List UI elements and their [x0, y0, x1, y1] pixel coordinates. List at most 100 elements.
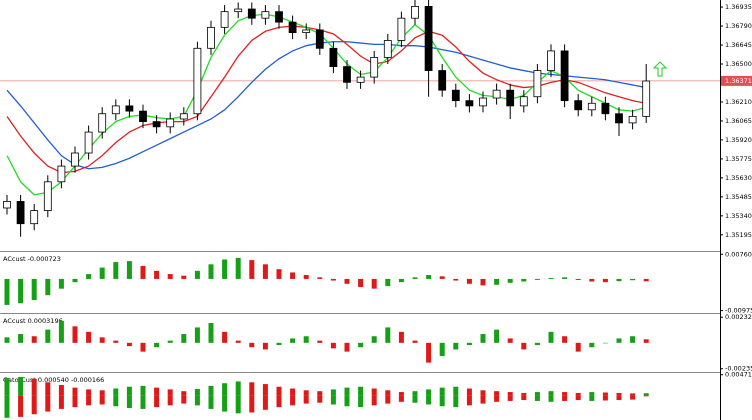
histogram-bar: [31, 395, 37, 415]
histogram-bar: [358, 386, 364, 396]
histogram-bar: [358, 395, 364, 408]
histogram-bar: [317, 277, 323, 279]
histogram-bar: [317, 340, 323, 343]
histogram-bar: [344, 342, 350, 352]
candle-body: [234, 8, 243, 13]
histogram-bar: [303, 336, 309, 343]
histogram-bar: [140, 385, 146, 396]
histogram-bar: [494, 395, 500, 402]
y-tick-label: -0.0023530: [725, 365, 752, 373]
candle-body: [207, 26, 215, 49]
candle-body: [451, 89, 460, 102]
histogram-bar: [208, 323, 214, 343]
histogram-bar: [58, 395, 64, 409]
histogram-bar: [72, 326, 78, 343]
histogram-bar: [303, 390, 309, 396]
histogram-bar: [126, 395, 132, 409]
histogram-bar: [548, 391, 554, 396]
histogram-bar: [222, 395, 228, 412]
histogram-bar: [521, 392, 527, 396]
histogram-bar: [575, 395, 581, 401]
histogram-bar: [154, 270, 160, 279]
y-tick-label: 1.35485: [725, 193, 752, 201]
candle-body: [193, 47, 202, 115]
histogram-bar: [45, 329, 51, 343]
histogram-bar: [643, 395, 649, 397]
histogram-bar: [181, 275, 187, 279]
histogram-bar: [18, 395, 24, 417]
histogram-bar: [589, 392, 595, 396]
histogram-bar: [113, 395, 119, 407]
histogram-bar: [494, 278, 500, 285]
candle-body: [560, 50, 569, 102]
histogram-bar: [412, 277, 418, 279]
histogram-bar: [616, 395, 622, 401]
histogram-bar: [426, 275, 432, 279]
candle-body: [98, 113, 107, 133]
histogram-bar: [194, 395, 200, 406]
histogram-bar: [249, 395, 255, 413]
candle-body: [288, 21, 297, 33]
histogram-bar: [31, 278, 37, 301]
indicator-label: ACcust -0.000723: [3, 255, 61, 263]
candle-body: [43, 181, 52, 212]
histogram-bar: [208, 264, 214, 279]
y-tick-label: 0.0023282: [725, 313, 752, 321]
histogram-bar: [317, 395, 323, 403]
y-tick-label: 1.35920: [725, 136, 752, 144]
histogram-bar: [412, 395, 418, 403]
histogram-bar: [439, 276, 445, 279]
histogram-bar: [4, 337, 10, 343]
histogram-bar: [262, 264, 268, 279]
histogram-bar: [181, 391, 187, 396]
histogram-bar: [344, 395, 350, 407]
current-price-label: 1.36371: [725, 77, 752, 85]
histogram-bar: [480, 395, 486, 404]
histogram-bar: [262, 395, 268, 410]
histogram-bar: [534, 392, 540, 396]
candle-body: [587, 102, 596, 111]
histogram-bar: [126, 386, 132, 396]
histogram-bar: [630, 336, 636, 343]
histogram-bar: [140, 265, 146, 279]
histogram-bar: [330, 342, 336, 349]
histogram-bar: [194, 388, 200, 396]
y-tick-label: 0.007600: [725, 250, 752, 258]
candle-body: [247, 8, 256, 19]
histogram-bar: [562, 277, 568, 279]
histogram-bar: [154, 387, 160, 396]
histogram-bar: [167, 395, 173, 406]
histogram-bar: [480, 278, 486, 286]
histogram-bar: [630, 393, 636, 396]
buy-arrow: [652, 61, 668, 77]
histogram-bar: [58, 384, 64, 396]
histogram-bar: [507, 338, 513, 343]
histogram-bar: [45, 395, 51, 412]
histogram-bar: [643, 278, 649, 282]
histogram-bar: [276, 342, 282, 346]
histogram-bar: [262, 342, 268, 350]
candle-body: [302, 29, 311, 33]
histogram-bar: [86, 331, 92, 343]
histogram-bar: [58, 278, 64, 289]
histogram-bar: [235, 257, 241, 279]
y-tick-label: 1.36645: [725, 41, 752, 49]
histogram-bar: [4, 395, 10, 418]
y-tick-label: 1.36500: [725, 60, 752, 68]
histogram-bar: [507, 395, 513, 401]
histogram-bar: [303, 275, 309, 279]
candle-body: [615, 113, 623, 124]
candle-body: [547, 50, 555, 71]
candle-body: [397, 17, 406, 41]
histogram-bar: [589, 278, 595, 282]
histogram-bar: [18, 334, 24, 343]
candle-body: [533, 70, 542, 98]
histogram-bar: [290, 388, 296, 396]
histogram-bar: [126, 342, 132, 347]
histogram-bar: [167, 274, 173, 279]
histogram-bar: [181, 395, 187, 404]
histogram-bar: [630, 395, 636, 400]
histogram-bar: [426, 395, 432, 405]
candle-body: [424, 6, 433, 71]
histogram-bar: [480, 334, 486, 343]
